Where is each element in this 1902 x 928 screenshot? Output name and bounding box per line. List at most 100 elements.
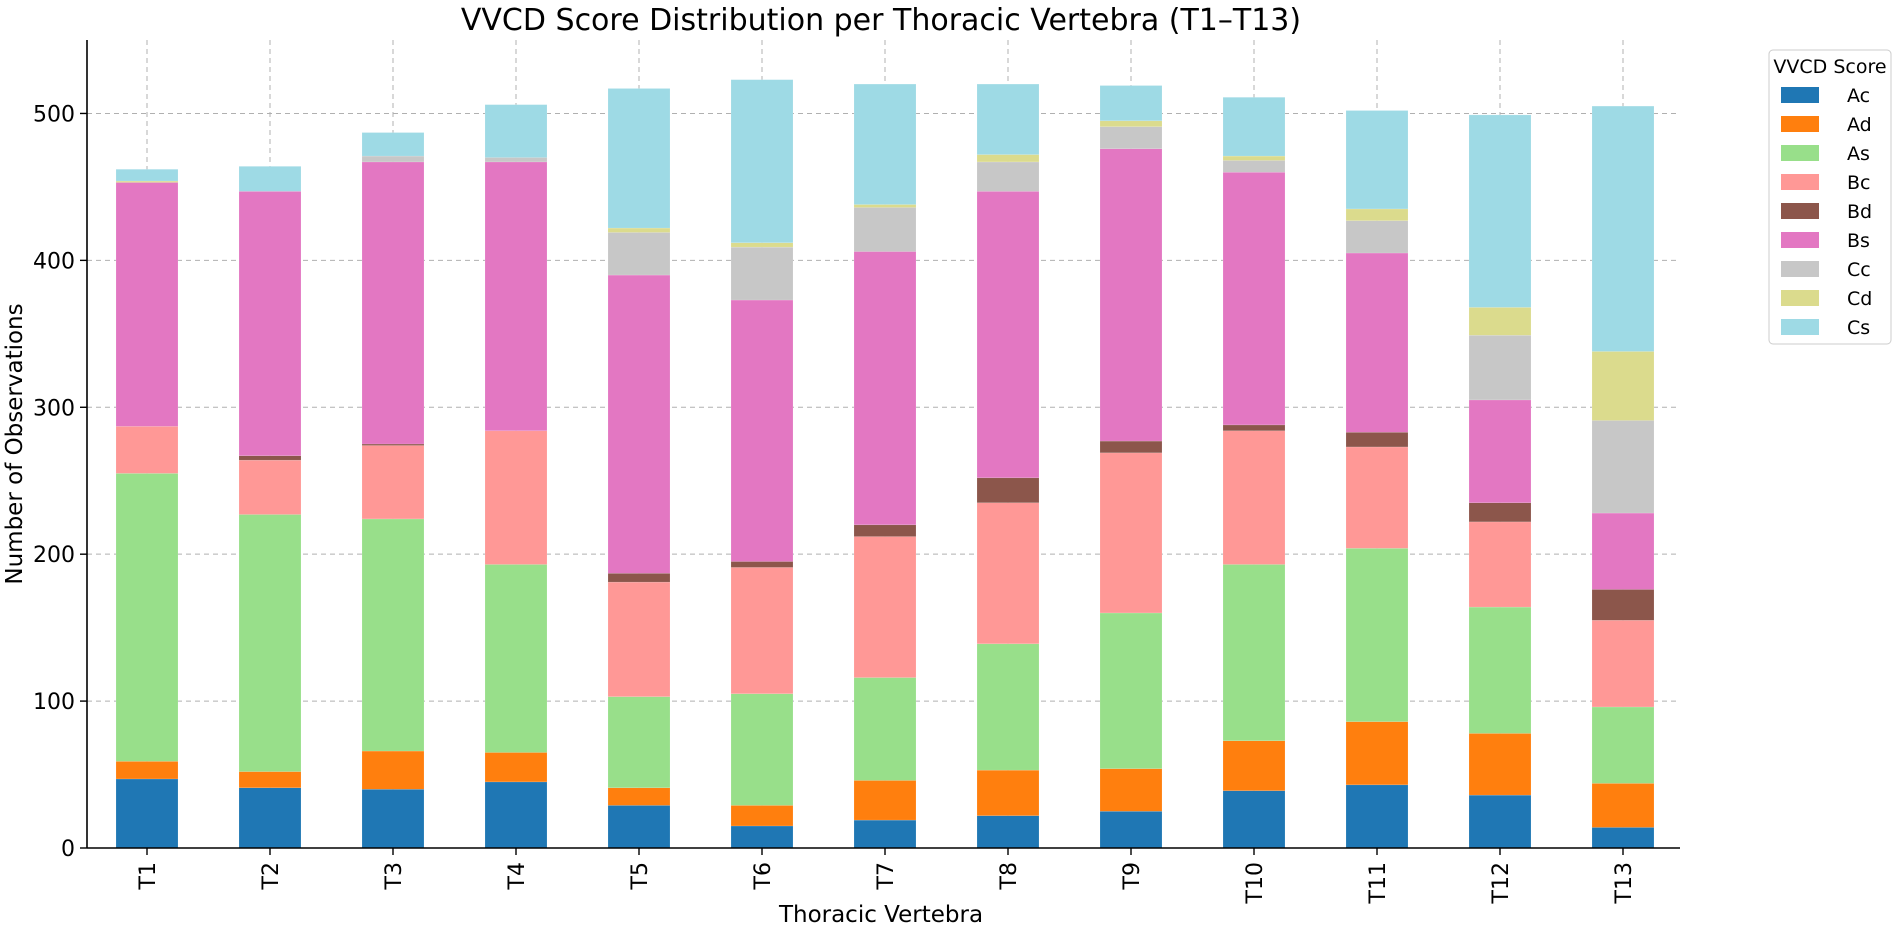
bar-segment-t12-ad bbox=[1468, 733, 1532, 796]
bar-segment-t12-as bbox=[1468, 606, 1532, 734]
bar-segment-t7-as bbox=[853, 677, 917, 781]
bar-segment-t5-bd bbox=[607, 573, 671, 583]
bar-segment-t2-ac bbox=[238, 787, 302, 849]
bar-segment-t11-ad bbox=[1345, 721, 1409, 786]
bar-segment-t2-ad bbox=[238, 771, 302, 789]
bar-segment-t11-as bbox=[1345, 548, 1409, 722]
legend-swatch-bc bbox=[1781, 174, 1819, 190]
bar-segment-t6-ac bbox=[730, 825, 794, 849]
bar-segment-t13-cc bbox=[1591, 420, 1655, 514]
legend-swatch-bd bbox=[1781, 203, 1819, 219]
bar-segment-t3-bs bbox=[361, 161, 425, 445]
bar-segment-t7-cd bbox=[853, 204, 917, 208]
legend-label-bs: Bs bbox=[1847, 230, 1870, 252]
bar-segment-t4-ad bbox=[484, 752, 548, 783]
bar-segment-t9-bd bbox=[1099, 440, 1163, 454]
bar-segment-t4-bs bbox=[484, 161, 548, 432]
y-tick-label: 300 bbox=[33, 396, 75, 421]
bar-segment-t8-bs bbox=[976, 191, 1040, 479]
x-tick-label: T4 bbox=[505, 862, 530, 890]
bar-segment-t13-as bbox=[1591, 706, 1655, 784]
x-tick-label: T2 bbox=[259, 862, 284, 890]
bar-segment-t4-as bbox=[484, 564, 548, 753]
bar-segment-t10-ac bbox=[1222, 790, 1286, 849]
bar-segment-t9-bc bbox=[1099, 452, 1163, 614]
legend-swatch-ad bbox=[1781, 116, 1819, 132]
bar-segment-t9-cs bbox=[1099, 85, 1163, 122]
bar-segment-t3-ac bbox=[361, 788, 425, 849]
bar-segment-t8-bd bbox=[976, 477, 1040, 504]
bar-segment-t6-cd bbox=[730, 242, 794, 248]
bar-segment-t3-as bbox=[361, 518, 425, 752]
bar-segment-t8-as bbox=[976, 643, 1040, 771]
bar-segment-t11-cs bbox=[1345, 110, 1409, 210]
bar-segment-t1-bc bbox=[115, 426, 179, 474]
bar-segment-t9-ac bbox=[1099, 811, 1163, 849]
bar-segment-t10-cd bbox=[1222, 155, 1286, 161]
bar-segment-t8-bc bbox=[976, 502, 1040, 645]
x-tick-label: T11 bbox=[1366, 862, 1391, 904]
x-tick-label: T1 bbox=[136, 862, 161, 890]
legend-label-ad: Ad bbox=[1847, 114, 1872, 136]
bar-segment-t9-bs bbox=[1099, 148, 1163, 442]
x-tick-label: T7 bbox=[874, 862, 899, 890]
bar-segment-t13-bd bbox=[1591, 589, 1655, 621]
x-tick-label: T9 bbox=[1120, 862, 1145, 890]
x-axis-label: Thoracic Vertebra bbox=[778, 902, 983, 928]
bar-segment-t10-cc bbox=[1222, 160, 1286, 173]
bar-segment-t11-bd bbox=[1345, 431, 1409, 448]
bar-segment-t12-bd bbox=[1468, 502, 1532, 523]
y-tick-label: 200 bbox=[33, 543, 75, 568]
bar-segment-t4-cc bbox=[484, 157, 548, 163]
bar-segment-t6-cs bbox=[730, 79, 794, 243]
bar-segment-t11-bs bbox=[1345, 252, 1409, 433]
bar-segment-t7-bd bbox=[853, 524, 917, 537]
y-tick-label: 500 bbox=[33, 102, 75, 127]
bar-segment-t12-bs bbox=[1468, 399, 1532, 504]
bar-segment-t13-bs bbox=[1591, 512, 1655, 590]
bar-segment-t9-cc bbox=[1099, 126, 1163, 149]
bar-segment-t5-ac bbox=[607, 805, 671, 849]
bar-segment-t9-ad bbox=[1099, 768, 1163, 812]
axes: 0 100 200 300 400 500 T1 T2 T3 T4 T5 T6 T7 T8 T9 T10 T11… bbox=[33, 40, 1680, 904]
y-tick-label: 400 bbox=[33, 249, 75, 274]
bar-segment-t2-bd bbox=[238, 455, 302, 461]
bars bbox=[115, 79, 1655, 849]
x-tick-label: T12 bbox=[1489, 862, 1514, 904]
bar-segment-t6-bs bbox=[730, 299, 794, 562]
x-tick-label: T5 bbox=[628, 862, 653, 890]
legend-label-as: As bbox=[1847, 143, 1870, 165]
bar-segment-t13-cd bbox=[1591, 351, 1655, 421]
legend-swatch-cc bbox=[1781, 261, 1819, 277]
bar-segment-t3-cs bbox=[361, 132, 425, 157]
bar-segment-t5-as bbox=[607, 696, 671, 789]
bar-segment-t10-cs bbox=[1222, 97, 1286, 157]
bar-segment-t5-bc bbox=[607, 581, 671, 697]
bar-segment-t6-as bbox=[730, 693, 794, 806]
y-tick-label: 100 bbox=[33, 690, 75, 715]
bar-segment-t11-cd bbox=[1345, 208, 1409, 221]
bar-segment-t7-ad bbox=[853, 780, 917, 821]
bar-segment-t2-bs bbox=[238, 191, 302, 457]
legend-label-bd: Bd bbox=[1847, 201, 1872, 223]
bar-segment-t13-ac bbox=[1591, 827, 1655, 849]
bar-segment-t13-cs bbox=[1591, 105, 1655, 352]
bar-segment-t2-as bbox=[238, 514, 302, 772]
bar-segment-t6-bd bbox=[730, 561, 794, 568]
bar-segment-t11-ac bbox=[1345, 784, 1409, 849]
bar-segment-t4-bc bbox=[484, 430, 548, 565]
legend-label-cd: Cd bbox=[1847, 288, 1872, 310]
bar-segment-t7-bs bbox=[853, 251, 917, 526]
bar-segment-t13-bc bbox=[1591, 620, 1655, 708]
legend-label-bc: Bc bbox=[1847, 172, 1870, 194]
legend-swatch-bs bbox=[1781, 232, 1819, 248]
bar-segment-t3-bc bbox=[361, 445, 425, 520]
bar-segment-t10-as bbox=[1222, 564, 1286, 742]
bar-segment-t5-bs bbox=[607, 274, 671, 574]
chart-title: VVCD Score Distribution per Thoracic Ver… bbox=[461, 3, 1301, 38]
legend-swatch-cd bbox=[1781, 290, 1819, 306]
y-axis-label: Number of Observations bbox=[2, 303, 28, 584]
bar-segment-t8-ad bbox=[976, 769, 1040, 816]
bar-segment-t9-as bbox=[1099, 612, 1163, 769]
